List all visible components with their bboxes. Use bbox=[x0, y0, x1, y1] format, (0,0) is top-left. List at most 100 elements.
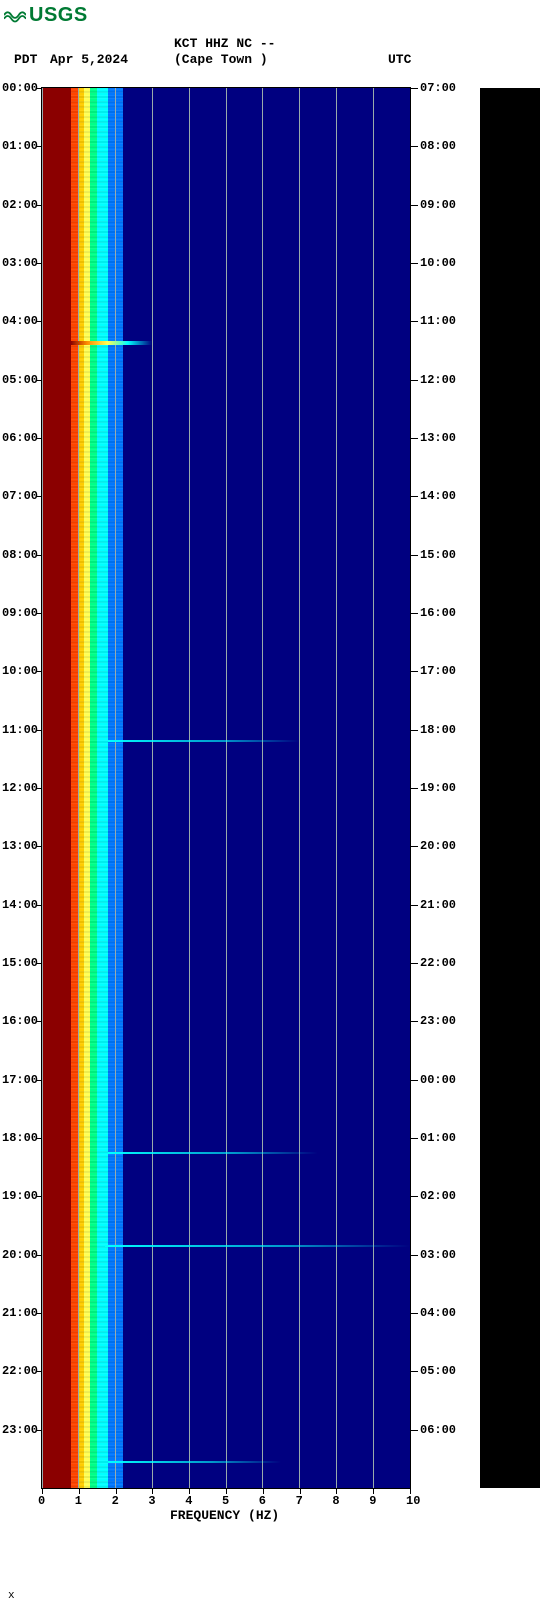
y-tick-label-left: 15:00 bbox=[2, 956, 38, 970]
y-tick-right bbox=[410, 671, 418, 672]
spectrogram-band bbox=[97, 88, 108, 1488]
y-tick-label-left: 13:00 bbox=[2, 839, 38, 853]
spectrogram-plot bbox=[42, 88, 410, 1488]
y-tick-label-right: 16:00 bbox=[420, 606, 456, 620]
y-tick-right bbox=[410, 380, 418, 381]
y-tick-label-left: 06:00 bbox=[2, 431, 38, 445]
y-tick-label-left: 03:00 bbox=[2, 256, 38, 270]
y-tick-label-right: 22:00 bbox=[420, 956, 456, 970]
y-tick-right bbox=[410, 496, 418, 497]
y-tick-label-left: 01:00 bbox=[2, 139, 38, 153]
y-tick-label-left: 17:00 bbox=[2, 1073, 38, 1087]
y-tick-label-left: 09:00 bbox=[2, 606, 38, 620]
y-tick-label-right: 00:00 bbox=[420, 1073, 456, 1087]
gridline-vertical bbox=[226, 88, 227, 1488]
y-tick-right bbox=[410, 1430, 418, 1431]
y-tick-label-right: 03:00 bbox=[420, 1248, 456, 1262]
y-tick-label-right: 23:00 bbox=[420, 1014, 456, 1028]
y-tick-label-left: 07:00 bbox=[2, 489, 38, 503]
y-tick-right bbox=[410, 88, 418, 89]
gridline-vertical bbox=[262, 88, 263, 1488]
y-tick-label-left: 10:00 bbox=[2, 664, 38, 678]
y-tick-label-right: 09:00 bbox=[420, 198, 456, 212]
y-tick-label-left: 23:00 bbox=[2, 1423, 38, 1437]
y-tick-right bbox=[410, 613, 418, 614]
y-tick-label-left: 19:00 bbox=[2, 1189, 38, 1203]
colorbar bbox=[480, 88, 540, 1488]
y-tick-label-left: 04:00 bbox=[2, 314, 38, 328]
y-tick-right bbox=[410, 555, 418, 556]
y-tick-right bbox=[410, 438, 418, 439]
corner-tag: x bbox=[8, 1590, 15, 1602]
x-tick-label: 2 bbox=[112, 1494, 119, 1508]
y-tick-right bbox=[410, 846, 418, 847]
y-tick-label-left: 02:00 bbox=[2, 198, 38, 212]
station-line: KCT HHZ NC -- bbox=[174, 36, 275, 51]
spectrogram-event bbox=[71, 341, 152, 345]
x-tick-label: 4 bbox=[185, 1494, 192, 1508]
y-tick-right bbox=[410, 1313, 418, 1314]
y-tick-label-left: 14:00 bbox=[2, 898, 38, 912]
x-tick-label: 10 bbox=[406, 1494, 420, 1508]
y-tick-label-right: 21:00 bbox=[420, 898, 456, 912]
y-tick-right bbox=[410, 146, 418, 147]
y-tick-label-left: 21:00 bbox=[2, 1306, 38, 1320]
y-tick-right bbox=[410, 1080, 418, 1081]
x-axis-label: FREQUENCY (HZ) bbox=[170, 1508, 279, 1523]
y-tick-label-right: 05:00 bbox=[420, 1364, 456, 1378]
y-tick-label-right: 14:00 bbox=[420, 489, 456, 503]
y-tick-label-right: 04:00 bbox=[420, 1306, 456, 1320]
x-tick-label: 9 bbox=[369, 1494, 376, 1508]
gridline-vertical bbox=[42, 88, 43, 1488]
usgs-logo: USGS bbox=[4, 4, 88, 27]
spectrogram-event bbox=[108, 1461, 281, 1463]
x-tick-label: 0 bbox=[38, 1494, 45, 1508]
y-tick-label-left: 00:00 bbox=[2, 81, 38, 95]
y-tick-label-right: 15:00 bbox=[420, 548, 456, 562]
x-tick-label: 6 bbox=[259, 1494, 266, 1508]
y-tick-right bbox=[410, 963, 418, 964]
spectrogram-band bbox=[42, 88, 71, 1488]
y-tick-label-right: 01:00 bbox=[420, 1131, 456, 1145]
gridline-vertical bbox=[336, 88, 337, 1488]
x-tick-label: 3 bbox=[148, 1494, 155, 1508]
y-tick-right bbox=[410, 1255, 418, 1256]
x-tick-label: 5 bbox=[222, 1494, 229, 1508]
y-tick-right bbox=[410, 788, 418, 789]
y-tick-label-left: 22:00 bbox=[2, 1364, 38, 1378]
y-tick-label-right: 02:00 bbox=[420, 1189, 456, 1203]
y-tick-label-left: 05:00 bbox=[2, 373, 38, 387]
header-date: Apr 5,2024 bbox=[50, 52, 128, 67]
x-tick-label: 1 bbox=[75, 1494, 82, 1508]
y-tick-label-right: 12:00 bbox=[420, 373, 456, 387]
y-tick-right bbox=[410, 1021, 418, 1022]
gridline-vertical bbox=[189, 88, 190, 1488]
y-tick-right bbox=[410, 1196, 418, 1197]
timezone-right: UTC bbox=[388, 52, 411, 67]
y-tick-right bbox=[410, 1138, 418, 1139]
y-tick-label-left: 08:00 bbox=[2, 548, 38, 562]
y-tick-label-right: 17:00 bbox=[420, 664, 456, 678]
y-tick-label-right: 10:00 bbox=[420, 256, 456, 270]
spectrogram-event bbox=[105, 1245, 410, 1247]
spectrogram-event bbox=[108, 740, 299, 742]
y-tick-label-left: 16:00 bbox=[2, 1014, 38, 1028]
y-tick-label-left: 12:00 bbox=[2, 781, 38, 795]
spectrogram-band bbox=[90, 88, 97, 1488]
y-tick-right bbox=[410, 205, 418, 206]
x-tick-label: 7 bbox=[296, 1494, 303, 1508]
spectrogram-band bbox=[123, 88, 410, 1488]
y-tick-label-right: 13:00 bbox=[420, 431, 456, 445]
y-tick-right bbox=[410, 905, 418, 906]
y-tick-right bbox=[410, 730, 418, 731]
gridline-vertical bbox=[152, 88, 153, 1488]
y-tick-label-left: 11:00 bbox=[2, 723, 38, 737]
y-tick-right bbox=[410, 263, 418, 264]
y-tick-label-right: 20:00 bbox=[420, 839, 456, 853]
y-tick-label-right: 11:00 bbox=[420, 314, 456, 328]
y-tick-label-right: 06:00 bbox=[420, 1423, 456, 1437]
gridline-vertical bbox=[115, 88, 116, 1488]
y-tick-label-right: 19:00 bbox=[420, 781, 456, 795]
y-tick-label-left: 20:00 bbox=[2, 1248, 38, 1262]
usgs-logo-text: USGS bbox=[29, 4, 88, 27]
